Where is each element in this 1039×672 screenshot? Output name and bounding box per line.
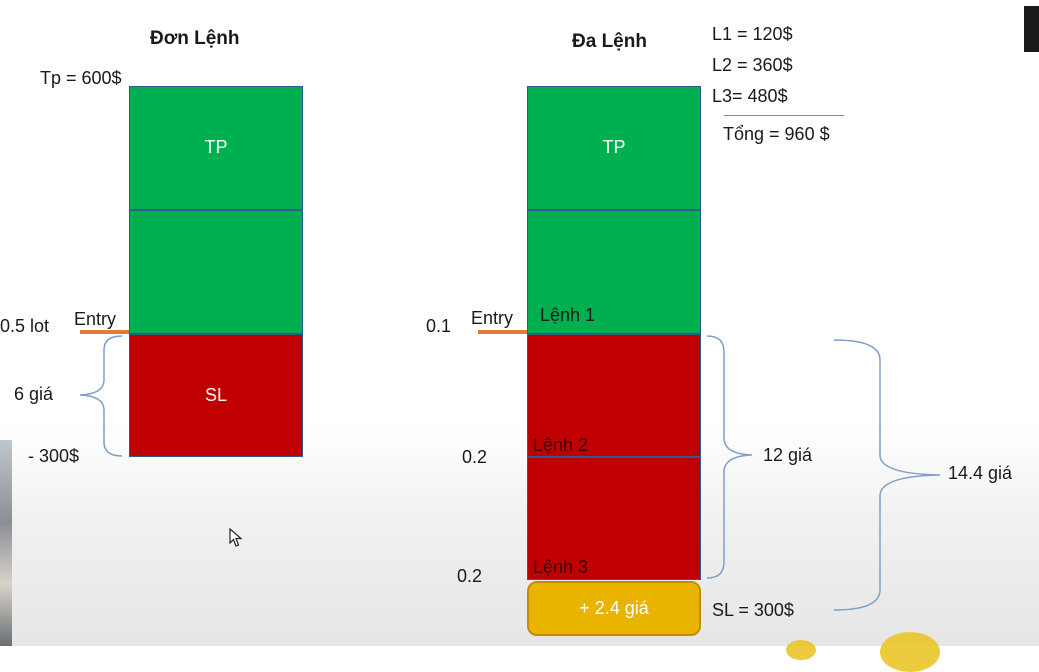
right-total-l2: L2 = 360$ — [712, 55, 793, 75]
right-sl-value: SL = 300$ — [712, 600, 794, 620]
right-total-l3: L3= 480$ — [712, 86, 788, 106]
corner-mark — [1024, 6, 1039, 52]
order2-lot: 0.2 — [462, 447, 488, 467]
right-entry-line — [478, 330, 527, 334]
right-total-l1: L1 = 120$ — [712, 24, 793, 44]
left-tp-value: Tp = 600$ — [40, 68, 122, 88]
brackets-layer — [79, 335, 941, 611]
right-tp-box: TP — [527, 86, 701, 210]
order2-label: Lệnh 2 — [533, 435, 589, 455]
right-middle-box — [527, 210, 701, 334]
right-title: Đa Lệnh — [572, 31, 647, 52]
bracket-14-gia — [833, 339, 941, 611]
left-bracket — [79, 335, 123, 457]
right-sum: Tổng = 960 $ — [723, 124, 830, 144]
order3-label: Lệnh 3 — [533, 557, 589, 577]
left-entry: Entry — [74, 309, 117, 329]
right-order3-box — [527, 457, 701, 580]
right-order2-box — [527, 334, 701, 457]
left-gia: 6 giá — [14, 384, 54, 404]
left-title: Đơn Lệnh — [150, 28, 240, 49]
left-tp-box: TP — [129, 86, 303, 210]
left-lot: 0.5 lot — [0, 316, 50, 336]
right-entry: Entry — [471, 308, 514, 328]
right-gia-144: 14.4 giá — [948, 463, 1013, 483]
right-gia-12: 12 giá — [763, 445, 813, 465]
extra-range-box: + 2.4 giá — [527, 581, 701, 636]
order3-lot: 0.2 — [457, 566, 483, 586]
left-middle-box — [129, 210, 303, 334]
left-entry-line — [80, 330, 129, 334]
right-tp-label: TP — [602, 137, 626, 157]
bracket-12-gia — [706, 335, 753, 579]
sum-divider — [724, 115, 844, 116]
mouse-cursor-icon — [229, 528, 243, 547]
left-tp-label: TP — [204, 137, 228, 157]
order1-lot: 0.1 — [426, 316, 452, 336]
webcam-overlay — [0, 440, 12, 646]
left-sl-label: SL — [204, 385, 228, 405]
left-sl-box: SL — [129, 334, 303, 457]
left-sl-value: - 300$ — [28, 446, 80, 466]
order1-label: Lệnh 1 — [540, 305, 596, 325]
